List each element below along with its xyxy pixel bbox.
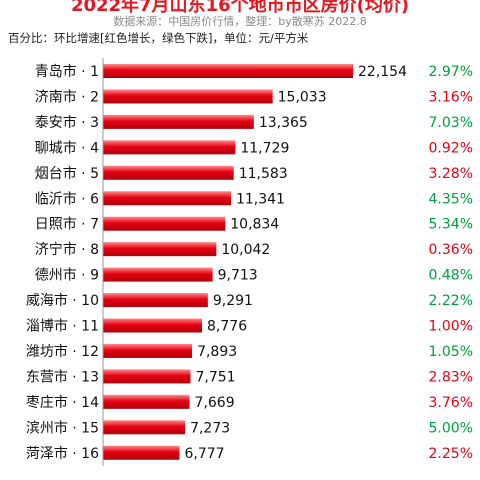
value-label: 9,713	[218, 268, 258, 284]
value-label: 6,777	[184, 446, 224, 462]
bar	[103, 267, 213, 282]
category-label: 济宁市 · 8	[35, 241, 99, 258]
bar-rows: 青岛市 · 1 22,154 2.97% 济南市 · 2 15,033 3.16% 泰安市 …	[26, 63, 473, 462]
change-percent: 7.03%	[429, 115, 473, 131]
bar	[103, 165, 234, 180]
bar	[103, 114, 254, 129]
category-label: 枣庄市 · 14	[26, 394, 99, 411]
category-label: 烟台市 · 5	[35, 165, 99, 182]
bar	[103, 420, 186, 435]
value-label: 13,365	[259, 115, 308, 131]
category-label: 日照市 · 7	[35, 216, 99, 233]
change-percent: 4.35%	[429, 191, 473, 207]
value-label: 15,033	[278, 89, 327, 105]
category-label: 东营市 · 13	[26, 368, 99, 385]
value-label: 7,273	[190, 420, 230, 436]
category-label: 济南市 · 2	[35, 88, 99, 105]
change-percent: 1.05%	[429, 344, 473, 360]
change-percent: 2.25%	[429, 446, 473, 462]
category-label: 潍坊市 · 12	[26, 343, 99, 360]
change-percent: 0.36%	[429, 242, 473, 258]
bar	[103, 242, 217, 257]
value-label: 7,669	[195, 395, 235, 411]
value-label: 10,042	[221, 242, 270, 258]
bar	[103, 369, 191, 384]
category-label: 聊城市 · 4	[35, 139, 99, 156]
change-percent: 5.34%	[429, 217, 473, 233]
bar	[103, 293, 208, 308]
change-percent: 5.00%	[429, 420, 473, 436]
change-percent: 0.48%	[429, 268, 473, 284]
category-label: 青岛市 · 1	[35, 63, 99, 80]
change-percent: 3.76%	[429, 395, 473, 411]
bar	[103, 64, 353, 78]
value-label: 7,893	[197, 344, 237, 360]
bar	[103, 140, 236, 155]
value-label: 8,776	[207, 319, 247, 335]
value-label: 10,834	[230, 217, 279, 233]
change-percent: 2.22%	[429, 293, 473, 309]
chart-subtitle: 数据来源：中国房价行情，整理：by散寒苏 2022.8	[113, 15, 367, 28]
chart-title: 2022年7月山东16个地市市区房价(均价)	[70, 0, 410, 16]
change-percent: 1.00%	[429, 319, 473, 335]
value-label: 11,583	[239, 166, 288, 182]
change-percent: 2.83%	[429, 369, 473, 385]
category-label: 威海市 · 10	[26, 292, 99, 309]
change-percent: 3.16%	[429, 89, 473, 105]
bar	[103, 216, 226, 231]
value-label: 11,341	[236, 191, 285, 207]
bar	[103, 89, 273, 104]
chart-note: 百分比：环比增速[红色增长，绿色下跌]，单位：元/平方米	[8, 31, 309, 45]
category-label: 淄博市 · 11	[26, 318, 99, 335]
bar	[103, 343, 193, 358]
bar	[103, 445, 180, 460]
change-percent: 3.28%	[429, 166, 473, 182]
category-label: 滨州市 · 15	[26, 419, 99, 436]
value-label: 7,751	[195, 369, 235, 385]
bar	[103, 394, 190, 409]
category-label: 泰安市 · 3	[35, 114, 99, 131]
bar	[103, 191, 231, 206]
change-percent: 0.92%	[429, 140, 473, 156]
value-label: 22,154	[358, 64, 407, 80]
change-percent: 2.97%	[429, 64, 473, 80]
category-label: 临沂市 · 6	[35, 190, 99, 207]
value-label: 11,729	[240, 140, 289, 156]
category-label: 菏泽市 · 16	[26, 445, 99, 462]
bar	[103, 318, 203, 333]
category-label: 德州市 · 9	[35, 267, 99, 284]
value-label: 9,291	[213, 293, 253, 309]
